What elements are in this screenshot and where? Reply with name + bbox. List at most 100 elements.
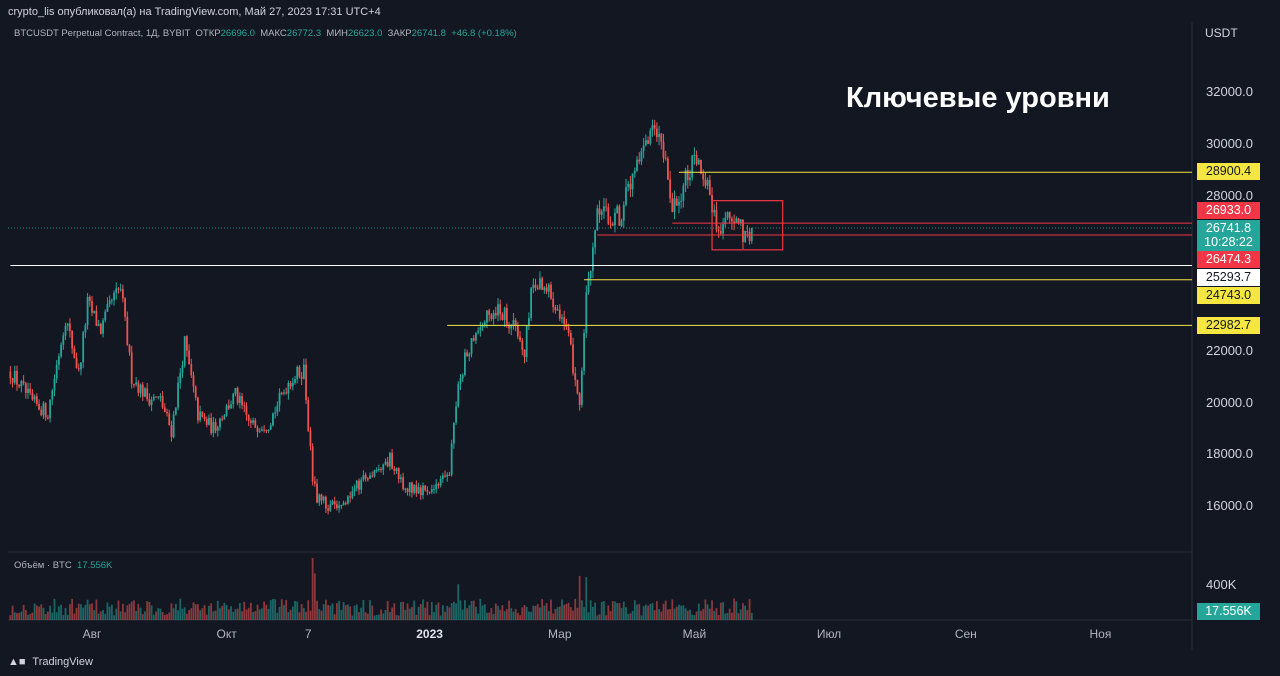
candle-body	[468, 354, 471, 357]
volume-bar	[530, 611, 533, 620]
volume-bar	[408, 608, 411, 620]
volume-bar	[702, 609, 705, 620]
volume-bar	[137, 604, 140, 620]
low-label: МИН	[326, 28, 349, 39]
volume-bar	[278, 606, 281, 620]
candle-body	[300, 376, 303, 379]
volume-bar	[11, 605, 14, 620]
volume-bar	[133, 600, 135, 620]
candle-body	[208, 417, 210, 425]
volume-bar	[722, 602, 724, 620]
volume-bar	[475, 606, 477, 620]
candle-body	[313, 481, 316, 484]
volume-bar	[324, 599, 327, 620]
volume-bar	[486, 612, 488, 620]
candle-body	[353, 488, 356, 492]
volume-bar	[58, 606, 60, 620]
price-tick-label: 30000.0	[1206, 135, 1253, 151]
volume-bar	[572, 610, 574, 620]
volume-bar	[280, 599, 283, 620]
volume-bar	[219, 608, 221, 620]
candle-body	[163, 407, 166, 412]
candle-body	[71, 331, 74, 349]
candle-body	[695, 155, 698, 165]
candle-body	[717, 229, 720, 231]
volume-bar	[750, 612, 753, 620]
volume-bar	[417, 606, 420, 620]
volume-bar	[124, 612, 126, 620]
candle-body	[289, 382, 292, 387]
volume-bar	[20, 611, 23, 620]
candle-body	[386, 461, 389, 467]
volume-bar	[457, 584, 460, 620]
volume-bar	[205, 614, 208, 620]
volume-bar	[514, 608, 517, 620]
volume-bar	[598, 614, 601, 620]
candle-body	[38, 403, 40, 410]
volume-bar	[631, 610, 634, 620]
candle-body	[108, 300, 111, 304]
volume-bar	[477, 613, 480, 620]
symbol-title[interactable]: BTCUSDT Perpetual Contract, 1Д, BYBIT	[14, 28, 191, 39]
volume-bar	[655, 601, 658, 620]
volume-bar	[607, 605, 610, 620]
candle-body	[706, 180, 709, 186]
candle-body	[558, 309, 561, 319]
volume-bar	[534, 605, 537, 620]
volume-bar	[177, 610, 179, 620]
volume-bar	[91, 603, 93, 620]
volume-bar	[155, 611, 157, 620]
candle-body	[466, 352, 469, 357]
candle-body	[435, 484, 438, 490]
candle-body	[256, 427, 259, 432]
candle-body	[441, 475, 444, 480]
candle-body	[708, 180, 711, 196]
volume-bar	[216, 600, 219, 620]
candle-body	[556, 309, 559, 311]
candle-body	[653, 125, 656, 129]
candle-body	[525, 325, 528, 357]
candle-body	[225, 405, 228, 416]
candle-body	[205, 419, 208, 425]
volume-bar	[563, 604, 566, 620]
volume-bar	[232, 611, 235, 620]
volume-bar	[71, 598, 74, 620]
volume-bar	[192, 602, 195, 620]
tradingview-footer[interactable]: ▲■ TradingView	[8, 656, 93, 668]
candle-body	[574, 373, 577, 380]
volume-bar	[715, 608, 718, 620]
candle-body	[569, 332, 572, 345]
volume-bar	[168, 612, 171, 620]
volume-bar	[300, 604, 303, 620]
candle-body	[505, 307, 508, 325]
price-tick-label: 28000.0	[1206, 187, 1253, 203]
volume-bar	[349, 606, 352, 620]
candle-body	[234, 388, 237, 394]
candle-body	[382, 464, 385, 470]
candle-body	[247, 414, 250, 421]
candle-body	[746, 231, 749, 233]
volume-bar	[735, 601, 738, 620]
volume-bar	[311, 558, 314, 620]
volume-bar	[227, 609, 230, 620]
low-value: 26623.0	[348, 28, 383, 39]
volume-bar	[88, 604, 91, 620]
time-tick-label: 7	[304, 627, 312, 641]
volume-bar	[532, 605, 535, 620]
volume-bar	[461, 609, 464, 620]
volume-bar	[80, 604, 82, 620]
volume-bar	[347, 604, 349, 620]
volume-bar	[658, 609, 660, 620]
candle-body	[80, 362, 82, 370]
candle-body	[31, 392, 34, 400]
volume-bar	[269, 600, 272, 620]
volume-bar	[397, 615, 400, 620]
candle-body	[152, 396, 155, 400]
chart-headline: Ключевые уровни	[846, 82, 1110, 114]
candle-body	[88, 296, 91, 302]
volume-label: Объём · BTC	[14, 560, 72, 571]
candle-body	[210, 417, 213, 434]
candle-body	[419, 487, 422, 496]
volume-bar	[620, 607, 623, 620]
